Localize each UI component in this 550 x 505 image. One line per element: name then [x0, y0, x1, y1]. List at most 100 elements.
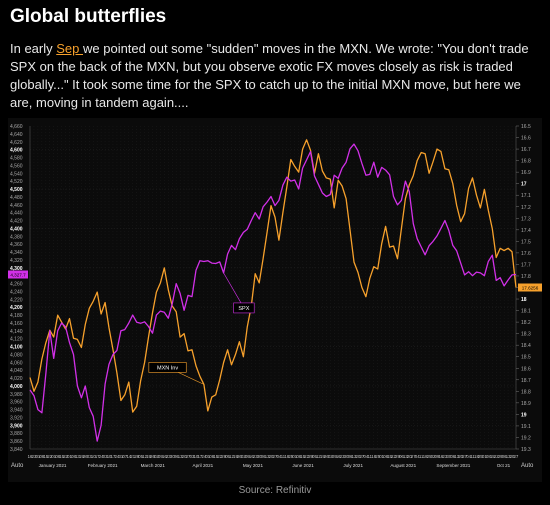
x-tick-label: 03	[87, 454, 92, 459]
left-tick-label: 4,240	[10, 289, 23, 295]
x-tick-label: 19	[79, 454, 84, 459]
x-tick-label: 04	[466, 454, 471, 459]
right-tick-label: 18.1	[521, 309, 531, 315]
left-tick-label: 4,380	[10, 234, 23, 240]
x-tick-label: 01	[36, 454, 41, 459]
x-tick-label: 13	[75, 454, 80, 459]
x-tick-label: 26	[237, 454, 242, 459]
x-tick-label: 11	[419, 454, 424, 459]
series-line-mxn-inv	[29, 139, 517, 413]
left-tick-label: 4,620	[10, 140, 23, 146]
annotation-label: MXN Inv	[157, 365, 178, 371]
right-tick-label: 17.5	[521, 239, 531, 245]
x-tick-label: 03	[190, 454, 195, 459]
x-tick-label: 29	[498, 454, 503, 459]
left-tick-label: 4,340	[10, 250, 23, 256]
x-tick-label: 09	[158, 454, 163, 459]
x-tick-label: 06	[450, 454, 455, 459]
left-tick-label: 4,360	[10, 242, 23, 248]
right-tick-label: 16.8	[521, 159, 531, 165]
x-tick-label: 26	[83, 454, 88, 459]
x-tick-label: 08	[55, 454, 60, 459]
left-tick-label: 4,260	[10, 282, 23, 288]
left-unit-label: Auto	[11, 463, 24, 469]
left-tick-label: 3,980	[10, 392, 23, 398]
left-tick-label: 3,880	[10, 431, 23, 437]
x-tick-label: 08	[71, 454, 76, 459]
x-tick-label: 01	[205, 454, 210, 459]
x-tick-label: 22	[391, 454, 396, 459]
right-unit-label: Auto	[521, 463, 534, 469]
x-month-label: June 2021	[292, 463, 314, 468]
right-tick-label: 17	[521, 182, 527, 188]
x-tick-label: 08	[486, 454, 491, 459]
x-tick-label: 06	[348, 454, 353, 459]
x-tick-label: 08	[40, 454, 45, 459]
right-tick-label: 16.5	[521, 124, 531, 130]
x-tick-label: 13	[403, 454, 408, 459]
x-tick-label: 24	[115, 454, 120, 459]
x-tick-label: 19	[320, 454, 325, 459]
sep-link[interactable]: Sep	[56, 41, 83, 56]
left-tick-label: 4,100	[10, 345, 23, 351]
x-tick-label: 06	[261, 454, 266, 459]
x-tick-label: 02	[154, 454, 159, 459]
left-tick-label: 4,460	[10, 203, 23, 209]
x-tick-label: 20	[269, 454, 274, 459]
left-tick-label: 4,120	[10, 337, 23, 343]
x-tick-label: 22	[217, 454, 222, 459]
right-tick-label: 19	[521, 412, 527, 418]
left-tick-label: 4,320	[10, 258, 23, 264]
x-tick-label: 16	[336, 454, 341, 459]
spx-last-tag-label: 4,327.7	[10, 273, 26, 278]
x-tick-label: 09	[245, 454, 250, 459]
right-tick-label: 18.9	[521, 401, 531, 407]
x-tick-label: 03	[103, 454, 108, 459]
right-tick-label: 18.4	[521, 343, 531, 349]
x-month-label: May 2021	[243, 463, 264, 468]
left-tick-label: 4,200	[10, 305, 23, 311]
x-tick-label: 02	[431, 454, 436, 459]
x-tick-label: 10	[107, 454, 112, 459]
x-tick-label: 16	[249, 454, 254, 459]
x-tick-label: 15	[387, 454, 392, 459]
x-tick-label: 01	[67, 454, 72, 459]
right-tick-label: 19.3	[521, 447, 531, 453]
right-tick-label: 16.6	[521, 136, 531, 142]
x-tick-label: 27	[514, 454, 519, 459]
description-text: In early Sep we pointed out some "sudden…	[10, 40, 542, 112]
x-tick-label: 25	[478, 454, 483, 459]
left-tick-label: 4,160	[10, 321, 23, 327]
x-tick-label: 06	[174, 454, 179, 459]
x-tick-label: 17	[95, 454, 100, 459]
x-tick-label: 06	[502, 454, 507, 459]
x-tick-label: 06	[399, 454, 404, 459]
left-tick-label: 3,860	[10, 439, 23, 445]
left-tick-label: 4,560	[10, 163, 23, 169]
right-tick-label: 17.8	[521, 274, 531, 280]
page-title: Global butterflies	[10, 6, 167, 27]
left-tick-label: 4,220	[10, 297, 23, 303]
x-tick-label: 20	[182, 454, 187, 459]
right-tick-label: 18	[521, 297, 527, 303]
description-post: we pointed out some "sudden" moves in th…	[10, 41, 529, 110]
x-tick-label: 10	[194, 454, 199, 459]
x-month-label: September 2021	[436, 463, 470, 468]
left-tick-label: 4,480	[10, 195, 23, 201]
spx-last-tag	[8, 270, 28, 279]
x-month-label: Oct 21	[497, 463, 511, 468]
x-tick-label: 23	[32, 454, 37, 459]
x-tick-label: 20	[458, 454, 463, 459]
left-tick-label: 3,920	[10, 415, 23, 421]
x-month-label: August 2021	[390, 463, 416, 468]
x-tick-label: 02	[241, 454, 246, 459]
x-month-label: January 2021	[39, 463, 67, 468]
x-tick-label: 13	[506, 454, 511, 459]
x-tick-label: 10	[91, 454, 96, 459]
x-tick-label: 16	[439, 454, 444, 459]
mxn-last-tag	[518, 283, 542, 292]
annotation-label: SPX	[238, 306, 249, 312]
x-tick-label: 15	[59, 454, 64, 459]
right-axis: 16.5 16.6 16.7 16.8 16.9 17 17.1 17.2 17.3 17.4 17…	[516, 124, 531, 453]
